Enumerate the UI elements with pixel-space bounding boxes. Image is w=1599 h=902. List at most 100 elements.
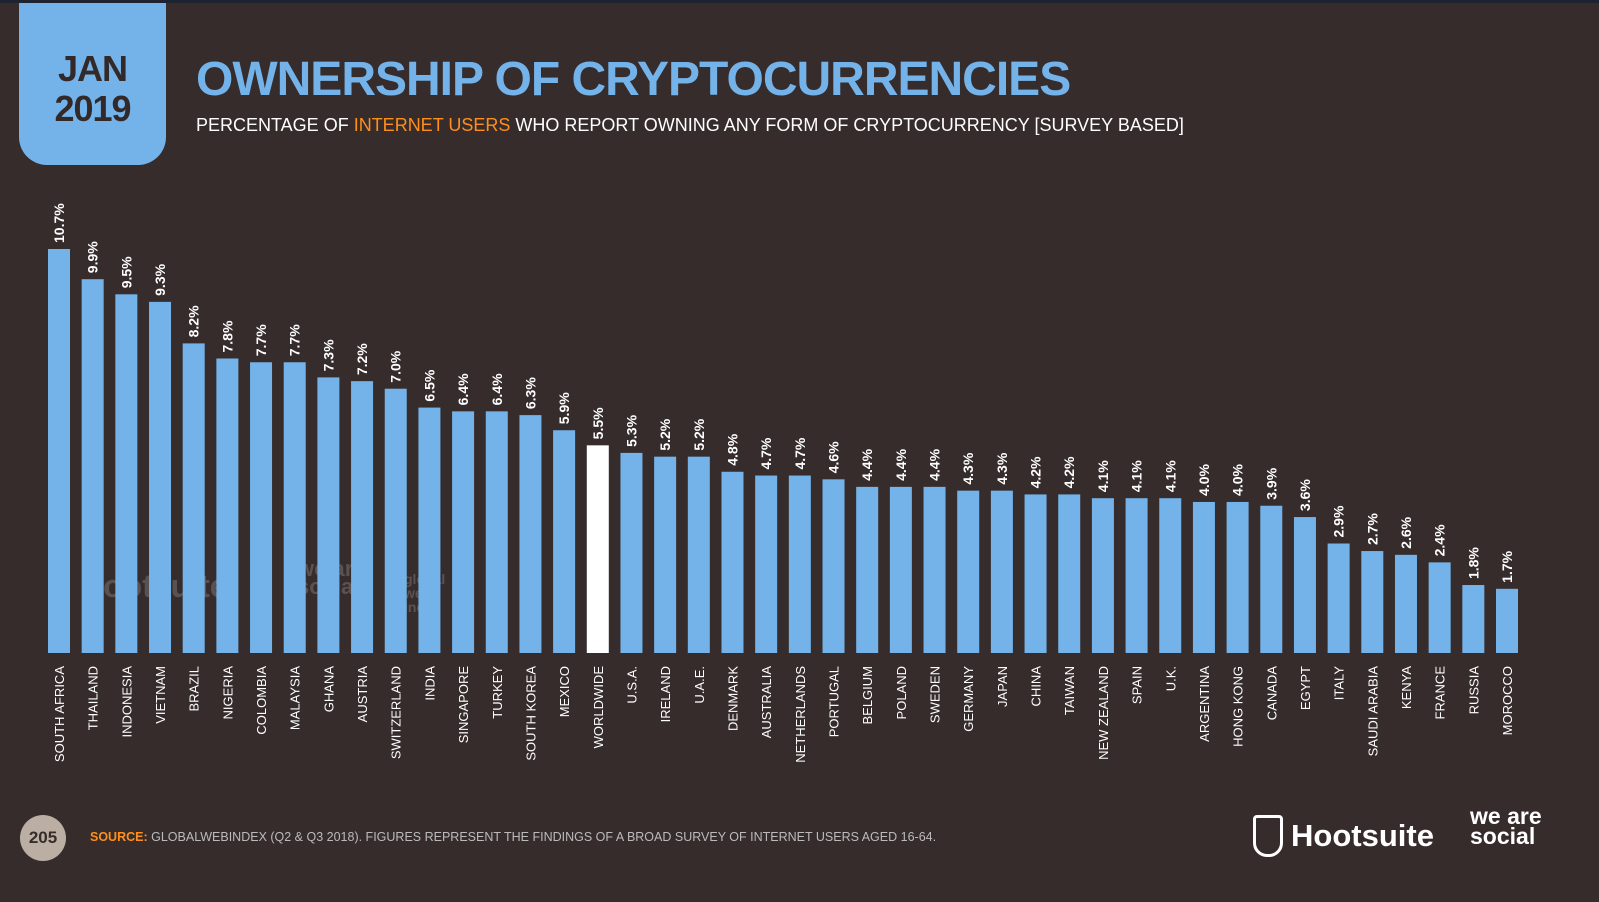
category-label: RUSSIA: [1466, 666, 1481, 715]
data-label: 4.7%: [792, 437, 808, 469]
data-label: 2.4%: [1432, 524, 1448, 556]
category-label: COLOMBIA: [254, 666, 269, 735]
data-label: 5.9%: [556, 392, 572, 424]
data-label: 4.4%: [927, 448, 943, 480]
page-number: 205: [20, 815, 66, 861]
data-label: 6.3%: [522, 377, 538, 409]
page-subtitle: PERCENTAGE OF INTERNET USERS WHO REPORT …: [196, 115, 1184, 136]
category-label: JAPAN: [995, 666, 1010, 707]
data-label: 4.1%: [1129, 460, 1145, 492]
data-label: 2.9%: [1331, 505, 1347, 537]
data-label: 4.6%: [826, 441, 842, 473]
data-label: 7.8%: [219, 320, 235, 352]
bar: [48, 249, 70, 653]
bar: [1125, 498, 1148, 653]
category-label: HONG KONG: [1231, 666, 1246, 747]
bar: [115, 294, 138, 653]
bar: [317, 377, 340, 653]
data-label: 4.7%: [758, 437, 774, 469]
hootsuite-logo-text: Hootsuite: [1291, 818, 1434, 853]
category-label: AUSTRIA: [355, 666, 370, 723]
category-label: SWITZERLAND: [389, 666, 404, 759]
data-label: 7.7%: [253, 324, 269, 356]
bar: [1091, 498, 1114, 653]
data-label: 4.8%: [724, 433, 740, 465]
category-label: CANADA: [1264, 666, 1279, 721]
category-label: GHANA: [321, 666, 336, 713]
category-label: INDIA: [422, 666, 437, 701]
bar: [654, 456, 677, 653]
category-label: INDONESIA: [119, 666, 134, 738]
bar: [1293, 517, 1316, 653]
wearesocial-logo: we are social: [1470, 803, 1550, 849]
data-label: 4.0%: [1196, 464, 1212, 496]
data-label: 5.5%: [590, 407, 606, 439]
bar: [250, 362, 273, 653]
category-label: BRAZIL: [187, 666, 202, 712]
bar: [586, 445, 609, 653]
category-label: PORTUGAL: [827, 666, 842, 737]
top-bar: [0, 0, 1599, 3]
bar: [822, 479, 845, 653]
bar: [553, 430, 576, 653]
bar: [1327, 543, 1350, 653]
bar: [351, 381, 374, 653]
category-label: SWEDEN: [928, 666, 943, 723]
data-label: 4.1%: [1162, 460, 1178, 492]
data-label: 9.9%: [85, 241, 101, 273]
category-label: VIETNAM: [153, 666, 168, 724]
bar: [889, 486, 912, 653]
bar: [687, 456, 710, 653]
category-label: CHINA: [1029, 666, 1044, 707]
category-label: FRANCE: [1433, 666, 1448, 720]
data-label: 4.0%: [1230, 464, 1246, 496]
date-badge: JAN 2019: [19, 3, 166, 165]
bar: [990, 490, 1013, 653]
bar: [1260, 505, 1283, 653]
data-label: 2.7%: [1364, 513, 1380, 545]
category-label: DENMARK: [725, 666, 740, 731]
owl-icon: [1253, 815, 1283, 857]
bar: [519, 415, 542, 653]
source-label: SOURCE:: [90, 830, 148, 844]
data-label: 7.3%: [320, 339, 336, 371]
data-label: 7.2%: [354, 343, 370, 375]
category-label: U.S.A.: [624, 666, 639, 704]
bar: [1394, 554, 1417, 653]
category-label: NEW ZEALAND: [1096, 666, 1111, 760]
data-label: 2.6%: [1398, 516, 1414, 548]
bar: [856, 486, 879, 653]
data-label: 4.2%: [1061, 456, 1077, 488]
category-label: ARGENTINA: [1197, 666, 1212, 742]
source-note: SOURCE: GLOBALWEBINDEX (Q2 & Q3 2018). F…: [90, 830, 936, 844]
bar: [1361, 551, 1384, 653]
bar: [1496, 588, 1518, 653]
data-label: 6.5%: [421, 369, 437, 401]
data-label: 9.3%: [152, 263, 168, 295]
category-label: EGYPT: [1298, 666, 1313, 710]
bar: [216, 358, 239, 653]
data-label: 5.2%: [691, 418, 707, 450]
bar: [923, 486, 946, 653]
bar: [1159, 498, 1182, 653]
category-label: MOROCCO: [1500, 666, 1515, 735]
date-year: 2019: [54, 88, 131, 129]
data-label: 4.3%: [960, 452, 976, 484]
source-text: GLOBALWEBINDEX (Q2 & Q3 2018). FIGURES R…: [147, 830, 937, 844]
data-label: 1.8%: [1465, 547, 1481, 579]
wearesocial-logo-text: we are social: [1470, 803, 1542, 849]
bar: [81, 279, 104, 653]
category-label: SOUTH KOREA: [523, 666, 538, 761]
category-label: TAIWAN: [1062, 666, 1077, 715]
bar: [1024, 494, 1047, 653]
bar: [957, 490, 980, 653]
data-label: 4.4%: [859, 448, 875, 480]
data-label: 7.0%: [388, 350, 404, 382]
category-label: MEXICO: [557, 666, 572, 717]
subtitle-pre: PERCENTAGE OF: [196, 115, 354, 135]
hootsuite-logo: Hootsuite: [1253, 815, 1434, 857]
data-label: 8.2%: [186, 305, 202, 337]
category-label: THAILAND: [86, 666, 101, 730]
bar: [620, 452, 643, 653]
data-label: 6.4%: [455, 373, 471, 405]
